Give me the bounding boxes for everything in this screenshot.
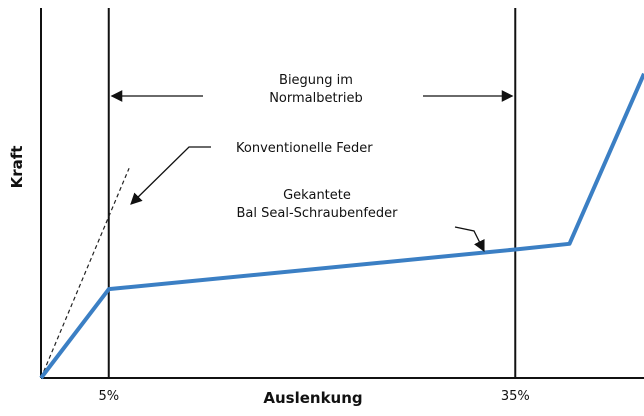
y-axis-title: Kraft bbox=[8, 146, 26, 189]
x-axis-title: Auslenkung bbox=[263, 389, 362, 407]
series-line-bal-seal bbox=[39, 72, 644, 380]
bal-seal-label-line-1: Gekantete bbox=[283, 188, 351, 203]
bal-seal-pointer bbox=[454, 226, 485, 253]
bal-seal-label-line-2: Bal Seal-Schraubenfeder bbox=[237, 206, 399, 221]
konventionell-label: Konventionelle Feder bbox=[236, 141, 373, 156]
konventionell-pointer bbox=[130, 146, 211, 205]
range-label-line-2: Normalbetrieb bbox=[269, 91, 363, 106]
x-tick-label-5: 5% bbox=[98, 389, 119, 404]
x-tick-label-35: 35% bbox=[501, 389, 530, 404]
series-line-konventionell bbox=[40, 167, 130, 379]
range-label-line-1: Biegung im bbox=[279, 73, 353, 88]
